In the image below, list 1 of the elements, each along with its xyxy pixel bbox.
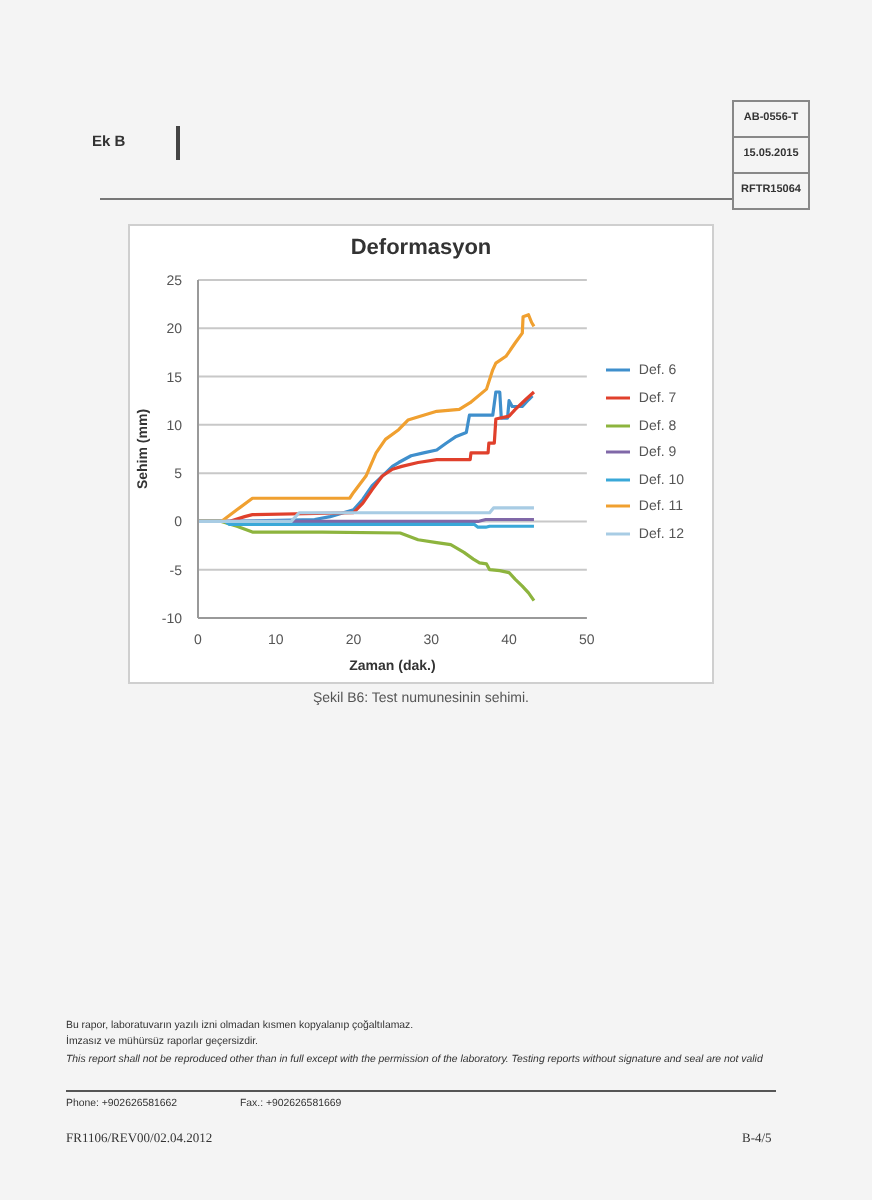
chart-title: Deformasyon: [350, 236, 492, 260]
